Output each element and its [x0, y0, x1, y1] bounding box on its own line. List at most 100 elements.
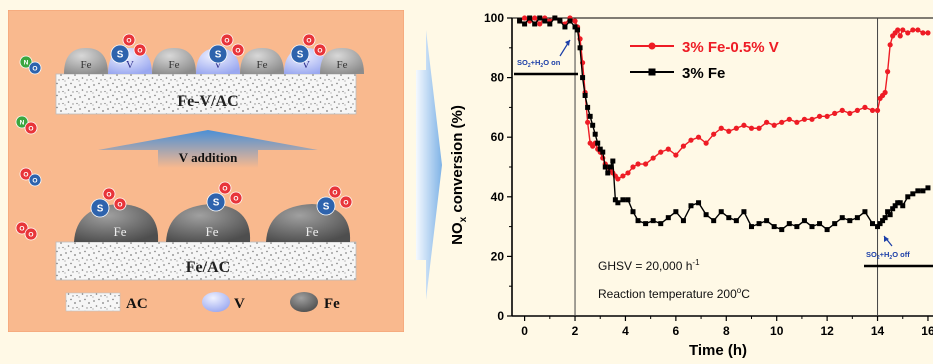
- data-point: [595, 140, 601, 146]
- data-point: [532, 21, 538, 27]
- data-point: [612, 197, 618, 203]
- v-addition-label: V addition: [179, 150, 238, 165]
- so2-molecule: OOS: [206, 181, 243, 212]
- svg-text:O: O: [19, 225, 24, 232]
- data-point: [718, 125, 724, 131]
- oxygen-atom: O: [28, 173, 42, 187]
- data-point: [905, 30, 911, 36]
- data-point: [882, 215, 888, 221]
- so2-on-label: SO2+H2O on: [517, 58, 561, 69]
- data-point: [587, 113, 593, 119]
- oxygen-atom: O: [218, 181, 232, 195]
- data-point: [877, 221, 883, 227]
- data-point: [890, 206, 896, 212]
- data-point: [794, 119, 800, 125]
- data-point: [726, 215, 732, 221]
- atom: O: [15, 221, 29, 235]
- legend-ac-label: AC: [126, 296, 148, 312]
- data-point: [673, 152, 679, 158]
- y-axis-label: NOx conversion (%): [449, 105, 469, 245]
- data-point: [897, 200, 903, 206]
- data-point: [650, 218, 656, 224]
- svg-text:S: S: [97, 203, 104, 214]
- gas-molecule: OO: [19, 167, 42, 187]
- particle-label: Fe: [114, 224, 127, 239]
- svg-text:O: O: [222, 185, 227, 192]
- oxygen-atom: O: [113, 197, 127, 211]
- transition-arrow: [416, 30, 442, 300]
- data-point: [532, 15, 538, 21]
- y-tick-label: 80: [491, 71, 505, 85]
- data-point: [620, 173, 626, 179]
- x-tick-label: 4: [622, 324, 629, 338]
- so2-molecule: OOS: [90, 187, 127, 218]
- data-point: [895, 200, 901, 206]
- data-point: [580, 75, 586, 81]
- data-point: [910, 191, 916, 197]
- data-point: [718, 209, 724, 215]
- data-point: [542, 18, 548, 24]
- v-addition-arrow: [98, 130, 318, 168]
- oxygen-atom: O: [220, 33, 234, 47]
- data-point: [711, 131, 717, 137]
- axis-ticks: 0 2 4 6 8 10 12 14 16 0 20 40 60 80 100: [484, 11, 933, 338]
- oxygen-atom: O: [313, 43, 327, 57]
- oxygen-atom: O: [229, 191, 243, 205]
- svg-text:S: S: [213, 197, 220, 208]
- svg-text:O: O: [32, 65, 37, 72]
- data-point: [809, 224, 815, 230]
- svg-text:O: O: [32, 177, 37, 184]
- atom: N: [19, 55, 33, 69]
- fe-particle: Fe: [240, 48, 284, 74]
- data-point: [585, 119, 591, 125]
- mechanism-scheme: Fe V Fe V Fe V Fe Fe-V/AC V addition Fe Fe Fe Fe…: [8, 10, 404, 332]
- svg-text:S: S: [215, 49, 222, 60]
- data-point: [854, 107, 860, 113]
- x-tick-label: 2: [572, 324, 579, 338]
- data-point: [522, 15, 528, 21]
- data-point: [562, 24, 568, 30]
- oxygen-atom: O: [302, 33, 316, 47]
- data-point: [695, 134, 702, 140]
- data-point: [557, 18, 563, 24]
- svg-text:O: O: [332, 189, 337, 196]
- data-point: [602, 164, 608, 170]
- data-point: [885, 209, 891, 215]
- particle-label: Fe: [337, 59, 348, 71]
- svg-text:O: O: [28, 125, 33, 132]
- so2-molecule: OOS: [290, 33, 327, 64]
- gas-molecule: NO: [15, 115, 38, 135]
- sulfur-atom: S: [206, 192, 226, 212]
- series-1: [517, 15, 931, 233]
- y-tick-label: 20: [491, 249, 505, 263]
- data-point: [915, 27, 921, 33]
- y-tick-label: 40: [491, 190, 505, 204]
- data-point: [910, 27, 916, 33]
- svg-text:O: O: [343, 199, 348, 206]
- data-point: [756, 125, 762, 131]
- data-point: [771, 122, 777, 128]
- sulfur-atom: S: [110, 44, 130, 64]
- particle-label: V: [214, 59, 222, 71]
- data-point: [887, 42, 893, 48]
- data-point: [786, 116, 792, 122]
- data-point: [630, 209, 636, 215]
- data-point: [696, 200, 702, 206]
- ac-support-top: [55, 73, 357, 115]
- svg-text:O: O: [224, 37, 229, 44]
- data-point: [905, 194, 911, 200]
- data-point: [809, 116, 815, 122]
- data-point: [610, 158, 616, 164]
- y-tick-label: 100: [484, 11, 504, 25]
- data-point: [920, 30, 926, 36]
- sulfur-atom: S: [316, 196, 336, 216]
- data-point: [680, 143, 687, 149]
- sulfur-atom: S: [208, 44, 228, 64]
- oxygen-atom: O: [133, 43, 147, 57]
- data-point: [874, 107, 881, 113]
- particle-label: Fe: [306, 224, 319, 239]
- particle-label: V: [302, 59, 310, 71]
- data-point: [590, 122, 596, 128]
- legend-fe-label: Fe: [324, 296, 340, 312]
- svg-text:N: N: [20, 119, 25, 126]
